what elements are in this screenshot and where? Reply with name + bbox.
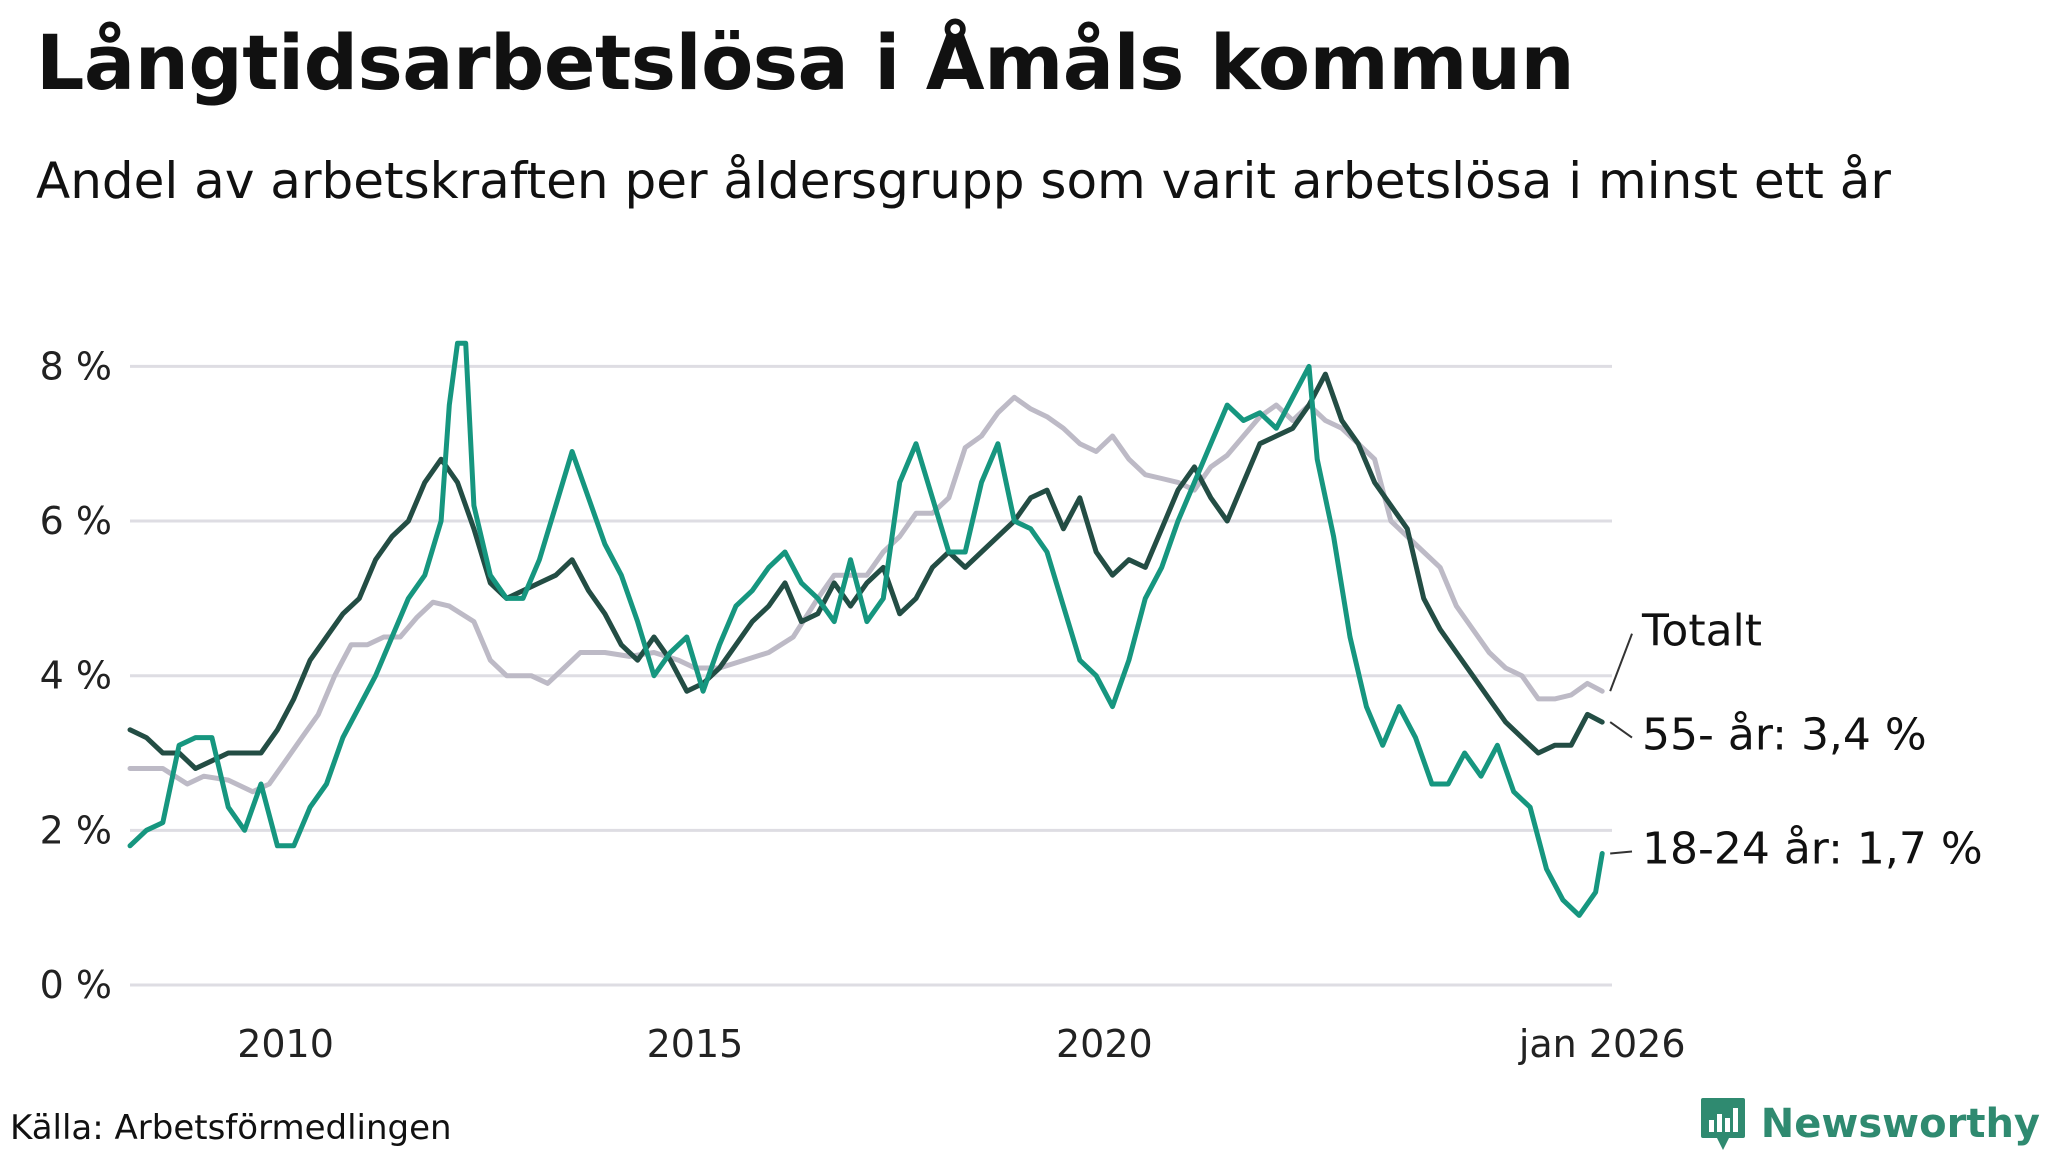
chart-subtitle: Andel av arbetskraften per åldersgrupp s… bbox=[36, 152, 1891, 210]
brand-logo[interactable]: Newsworthy bbox=[1699, 1096, 2040, 1152]
end-label-total: Totalt bbox=[1641, 606, 1762, 657]
series-line-age18_24 bbox=[127, 340, 1605, 918]
leader-line bbox=[1610, 850, 1633, 855]
x-tick-label: 2015 bbox=[647, 1022, 744, 1066]
x-tick-label: 2010 bbox=[237, 1022, 334, 1066]
series-lines bbox=[127, 340, 1605, 918]
end-labels: Totalt 55- år: 3,4 % 18-24 år: 1,7 % bbox=[1609, 606, 1983, 875]
y-tick-label: 8 % bbox=[40, 344, 112, 388]
series-line-age55 bbox=[127, 371, 1605, 771]
y-tick-label: 2 % bbox=[40, 808, 112, 852]
chart-title: Långtidsarbetslösa i Åmåls kommun bbox=[36, 18, 1575, 107]
brand-name: Newsworthy bbox=[1760, 1101, 2040, 1147]
x-axis-ticks: 2010 2015 2020 jan 2026 bbox=[237, 1022, 1685, 1066]
y-tick-label: 0 % bbox=[40, 963, 112, 1007]
leader-line bbox=[1609, 633, 1633, 692]
y-axis-ticks: 0 % 2 % 4 % 6 % 8 % bbox=[40, 344, 112, 1007]
x-tick-label: 2020 bbox=[1056, 1022, 1153, 1066]
leader-line bbox=[1609, 721, 1633, 739]
newsworthy-logo-icon bbox=[1700, 1098, 1745, 1150]
source-note: Källa: Arbetsförmedlingen bbox=[10, 1108, 452, 1148]
series-line-total bbox=[127, 394, 1605, 795]
end-label-age55: 55- år: 3,4 % bbox=[1642, 710, 1927, 761]
x-tick-label: jan 2026 bbox=[1518, 1022, 1686, 1066]
y-tick-label: 4 % bbox=[40, 654, 112, 698]
gridlines bbox=[130, 364, 1612, 987]
y-tick-label: 6 % bbox=[40, 499, 112, 543]
end-label-age18_24: 18-24 år: 1,7 % bbox=[1642, 824, 1983, 875]
